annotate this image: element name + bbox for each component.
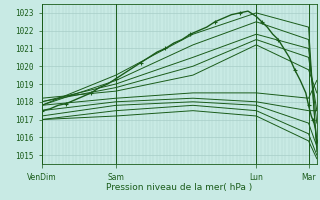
X-axis label: Pression niveau de la mer( hPa ): Pression niveau de la mer( hPa ) [106,183,252,192]
